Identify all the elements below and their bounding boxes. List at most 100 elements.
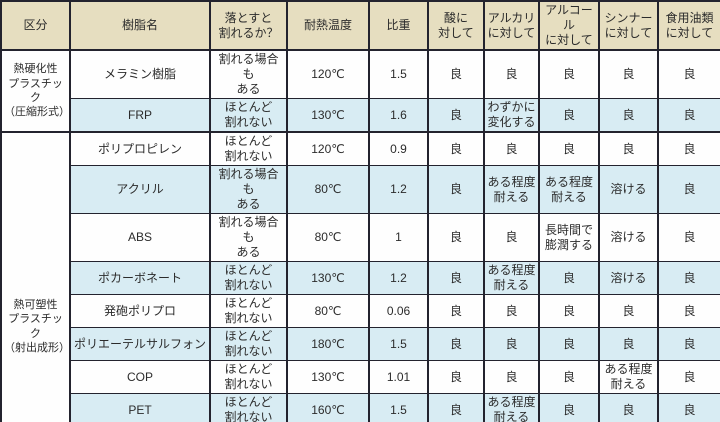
cell-drop-breakage: ほとんど 割れない <box>209 261 288 295</box>
cell-resin-name: メラミン樹脂 <box>69 49 211 99</box>
cell-thinner-resistance: 良 <box>598 49 659 99</box>
cell-alcohol-resistance: 良 <box>538 131 600 166</box>
cell-alkali-resistance: 良 <box>483 131 540 166</box>
cell-alkali-resistance: 良 <box>483 294 540 328</box>
cell-drop-breakage: 割れる場合も ある <box>209 213 288 262</box>
column-header-alcohol: アルコール に対して <box>538 0 600 51</box>
cell-cooking-oil-resistance: 良 <box>657 294 720 328</box>
cell-drop-breakage: ほとんど 割れない <box>209 131 288 166</box>
cell-acid-resistance: 良 <box>427 393 485 422</box>
cell-cooking-oil-resistance: 良 <box>657 213 720 262</box>
cell-thinner-resistance: 良 <box>598 98 659 133</box>
cell-resin-name: ABS <box>69 213 211 262</box>
cell-cooking-oil-resistance: 良 <box>657 131 720 166</box>
table-row: ポリエーテルサルフォン ほとんど 割れない 180℃ 1.5 良良良良良 <box>1 327 720 361</box>
cell-cooking-oil-resistance: 良 <box>657 98 720 133</box>
cell-resin-name: アクリル <box>69 165 211 214</box>
cell-specific-gravity: 1.6 <box>368 98 429 133</box>
cell-acid-resistance: 良 <box>427 261 485 295</box>
cell-alkali-resistance: 良 <box>483 213 540 262</box>
table-header: 区分 樹脂名 落とすと 割れるか？ 耐熱温度 比重 酸に 対して アルカリ に対… <box>0 0 720 51</box>
table-body: 熱硬化性 プラスチック （圧縮形式） メラミン樹脂 割れる場合も ある 120℃ 1.5… <box>0 49 720 422</box>
cell-resin-name: PET <box>69 393 211 422</box>
column-header-category: 区分 <box>0 0 71 51</box>
cell-alkali-resistance: 良 <box>483 360 540 394</box>
cell-specific-gravity: 1.01 <box>368 360 429 394</box>
cell-alcohol-resistance: 良 <box>538 261 600 295</box>
cell-resin-name: ポカーボネート <box>69 261 211 295</box>
cell-acid-resistance: 良 <box>427 213 485 262</box>
cell-heat-temperature: 120℃ <box>286 131 370 166</box>
cell-thinner-resistance: 溶ける <box>598 165 659 214</box>
header-row: 区分 樹脂名 落とすと 割れるか？ 耐熱温度 比重 酸に 対して アルカリ に対… <box>0 0 720 51</box>
cell-alkali-resistance: ある程度 耐える <box>483 165 540 214</box>
cell-specific-gravity: 1 <box>368 213 429 262</box>
cell-alcohol-resistance: ある程度 耐える <box>538 165 600 214</box>
cell-drop-breakage: ほとんど 割れない <box>209 360 288 394</box>
column-header-drop-breakage: 落とすと 割れるか？ <box>209 0 288 51</box>
cell-cooking-oil-resistance: 良 <box>657 393 720 422</box>
cell-alcohol-resistance: 良 <box>538 49 600 99</box>
cell-thinner-resistance: 良 <box>598 327 659 361</box>
table-row: COP ほとんど 割れない 130℃ 1.01 良良良ある程度 耐える良 <box>1 360 720 394</box>
cell-drop-breakage: 割れる場合も ある <box>209 165 288 214</box>
cell-heat-temperature: 130℃ <box>286 98 370 133</box>
cell-heat-temperature: 80℃ <box>286 213 370 262</box>
cell-heat-temperature: 160℃ <box>286 393 370 422</box>
cell-specific-gravity: 1.2 <box>368 165 429 214</box>
table-row: FRP ほとんど 割れない 130℃ 1.6 良わずかに 変化する良良良 <box>1 98 720 133</box>
table-row: ABS 割れる場合も ある 80℃ 1 良良長時間で 膨潤する 溶ける良 <box>1 213 720 262</box>
cell-specific-gravity: 1.5 <box>368 327 429 361</box>
cell-acid-resistance: 良 <box>427 294 485 328</box>
cell-alcohol-resistance: 良 <box>538 327 600 361</box>
cell-heat-temperature: 180℃ <box>286 327 370 361</box>
cell-alkali-resistance: 良 <box>483 49 540 99</box>
cell-cooking-oil-resistance: 良 <box>657 327 720 361</box>
cell-acid-resistance: 良 <box>427 131 485 166</box>
cell-thinner-resistance: 溶ける <box>598 261 659 295</box>
cell-alkali-resistance: わずかに 変化する <box>483 98 540 133</box>
cell-alkali-resistance: 良 <box>483 327 540 361</box>
cell-specific-gravity: 0.9 <box>368 131 429 166</box>
column-header-thinner: シンナー に対して <box>598 0 659 51</box>
cell-specific-gravity: 1.5 <box>368 393 429 422</box>
column-header-heat-temperature: 耐熱温度 <box>286 0 370 51</box>
cell-alcohol-resistance: 良 <box>538 98 600 133</box>
cell-acid-resistance: 良 <box>427 49 485 99</box>
category-cell: 熱可塑性 プラスチック （射出成形） <box>0 131 71 422</box>
column-header-alkali: アルカリ に対して <box>483 0 540 51</box>
cell-heat-temperature: 80℃ <box>286 165 370 214</box>
cell-specific-gravity: 1.5 <box>368 49 429 99</box>
cell-alcohol-resistance: 良 <box>538 360 600 394</box>
cell-thinner-resistance: 良 <box>598 131 659 166</box>
cell-alcohol-resistance: 長時間で 膨潤する <box>538 213 600 262</box>
cell-alkali-resistance: ある程度 耐える <box>483 261 540 295</box>
table-row: 発砲ポリプロ ほとんど 割れない 80℃ 0.06 良良良良良 <box>1 294 720 328</box>
cell-thinner-resistance: ある程度 耐える <box>598 360 659 394</box>
table-row: PET ほとんど 割れない 160℃ 1.5 良ある程度 耐える良良良 <box>1 393 720 422</box>
cell-drop-breakage: ほとんど 割れない <box>209 327 288 361</box>
cell-acid-resistance: 良 <box>427 98 485 133</box>
cell-alcohol-resistance: 良 <box>538 393 600 422</box>
cell-specific-gravity: 0.06 <box>368 294 429 328</box>
cell-heat-temperature: 80℃ <box>286 294 370 328</box>
column-header-resin-name: 樹脂名 <box>69 0 211 51</box>
cell-alcohol-resistance: 良 <box>538 294 600 328</box>
cell-alkali-resistance: ある程度 耐える <box>483 393 540 422</box>
cell-thinner-resistance: 溶ける <box>598 213 659 262</box>
cell-resin-name: FRP <box>69 98 211 133</box>
cell-drop-breakage: 割れる場合も ある <box>209 49 288 99</box>
cell-drop-breakage: ほとんど 割れない <box>209 294 288 328</box>
table-row: 熱可塑性 プラスチック （射出成形） ポリプロピレン ほとんど 割れない 120℃ 0.… <box>0 131 720 422</box>
category-cell: 熱硬化性 プラスチック （圧縮形式） <box>0 49 71 133</box>
column-header-cooking-oil: 食用油類 に対して <box>657 0 720 51</box>
cell-heat-temperature: 120℃ <box>286 49 370 99</box>
cell-cooking-oil-resistance: 良 <box>657 165 720 214</box>
cell-resin-name: ポリプロピレン <box>69 131 211 166</box>
cell-cooking-oil-resistance: 良 <box>657 360 720 394</box>
column-header-acid: 酸に 対して <box>427 0 485 51</box>
cell-acid-resistance: 良 <box>427 165 485 214</box>
table-row: ポカーボネート ほとんど 割れない 130℃ 1.2 良ある程度 耐える良溶ける良 <box>1 261 720 295</box>
